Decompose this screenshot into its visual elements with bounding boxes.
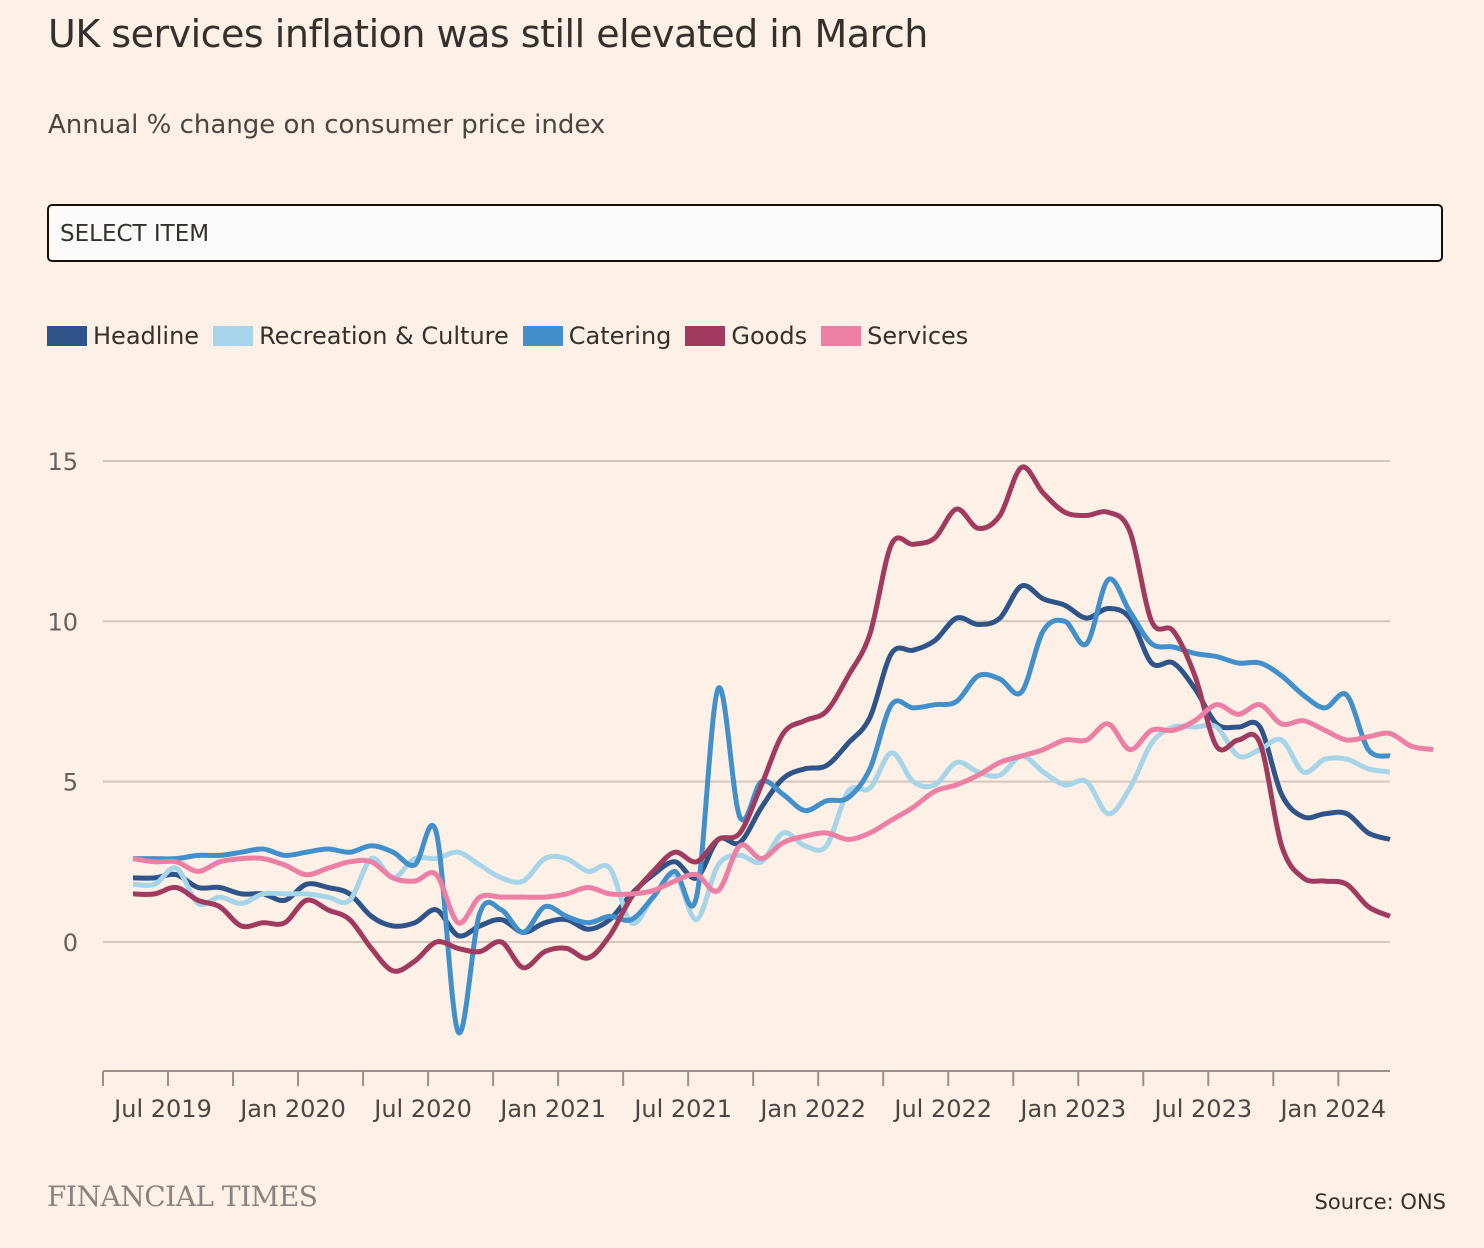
y-tick-label: 0: [63, 929, 78, 957]
x-tick-label: Jul 2023: [1152, 1095, 1252, 1123]
x-tick-label: Jan 2023: [1018, 1095, 1126, 1123]
series-line-headline: [132, 583, 1391, 939]
chart-subtitle: Annual % change on consumer price index: [48, 110, 606, 140]
ft-logo: FINANCIAL TIMES: [47, 1180, 318, 1213]
series-line-services: [132, 702, 1434, 926]
x-tick-label: Jul 2019: [112, 1095, 212, 1123]
series-line-catering: [133, 576, 1391, 1036]
x-tick-label: Jul 2022: [892, 1095, 992, 1123]
legend-swatch: [213, 326, 254, 346]
line-chart: 0 5 10 15 Jul 2019 Jan 2020 Jul 2020 Jan 2021 J…: [47, 448, 1434, 1123]
legend-swatch: [47, 326, 87, 346]
series-line-recreation-culture: [132, 722, 1391, 926]
x-tick-label: Jul 2021: [632, 1095, 732, 1123]
y-tick-label: 15: [47, 448, 78, 476]
legend-label: Catering: [568, 322, 672, 350]
x-tick-label: Jan 2021: [498, 1095, 606, 1123]
y-tick-label: 5: [63, 769, 78, 797]
legend-item-goods: Goods: [685, 322, 807, 350]
legend-swatch: [522, 326, 563, 346]
series-line-goods: [132, 464, 1392, 974]
y-tick-label: 10: [47, 608, 78, 636]
x-tick-label: Jan 2022: [758, 1095, 866, 1123]
legend-label: Recreation & Culture: [259, 322, 509, 350]
legend-label: Headline: [93, 322, 200, 350]
source-note: Source: ONS: [1314, 1190, 1446, 1214]
x-tick-label: Jan 2024: [1278, 1095, 1386, 1123]
chart-title: UK services inflation was still elevated…: [48, 12, 928, 56]
legend-swatch: [685, 326, 726, 346]
legend-item-services: Services: [821, 322, 968, 350]
legend-swatch: [821, 326, 862, 346]
select-item-label: SELECT ITEM: [60, 221, 210, 247]
legend: Headline Recreation & Culture Catering G…: [47, 322, 982, 350]
legend-item-catering: Catering: [522, 322, 672, 350]
select-item-dropdown[interactable]: SELECT ITEM: [47, 204, 1443, 262]
x-tick-label: Jul 2020: [372, 1095, 472, 1123]
legend-item-recreation-culture: Recreation & Culture: [213, 322, 509, 350]
legend-label: Services: [867, 322, 969, 350]
x-tick-label: Jan 2020: [238, 1095, 346, 1123]
legend-label: Goods: [731, 322, 808, 350]
legend-item-headline: Headline: [47, 322, 199, 350]
